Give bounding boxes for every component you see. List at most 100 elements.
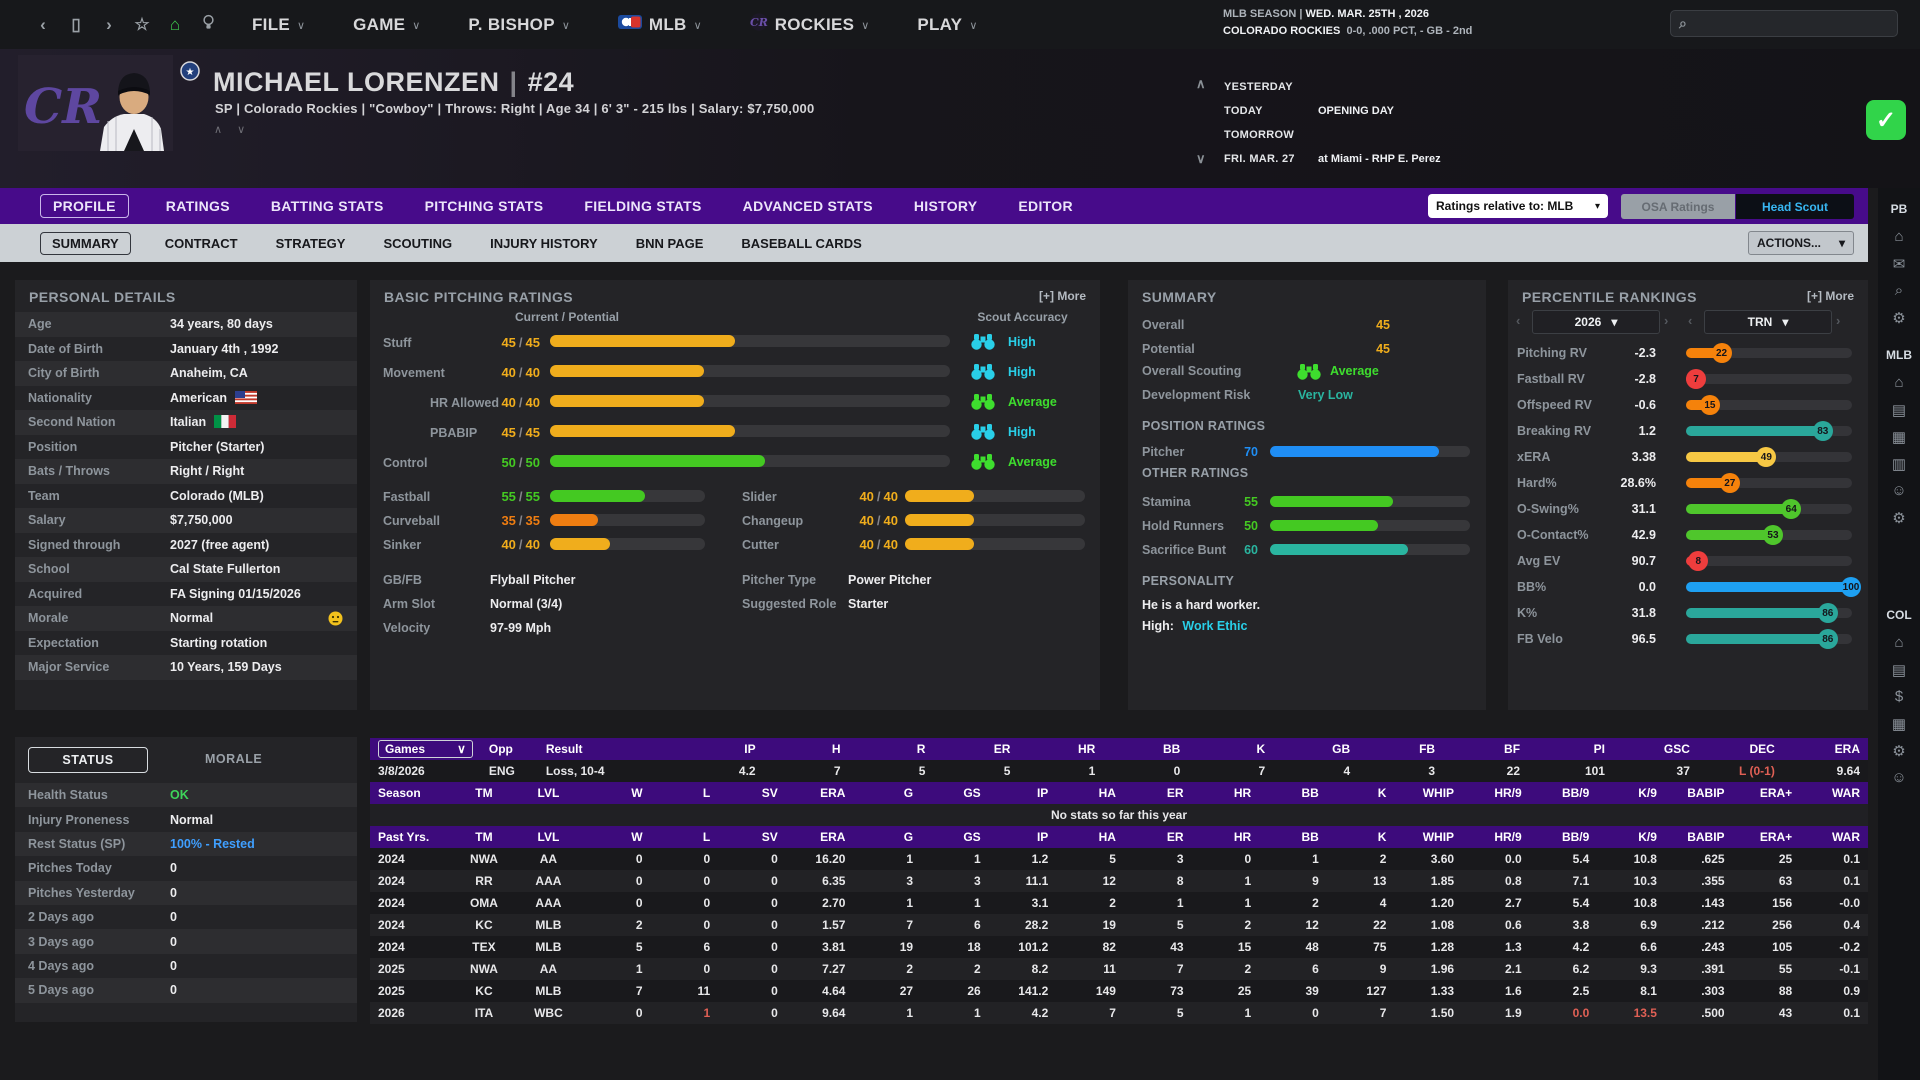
bookmark-star-icon[interactable]: ☆: [134, 14, 150, 34]
column-header[interactable]: BB/9: [1529, 782, 1598, 804]
column-header[interactable]: H: [763, 738, 849, 760]
year-next-icon[interactable]: ›: [1664, 313, 1669, 328]
column-header[interactable]: HR: [1191, 782, 1260, 804]
column-header[interactable]: GB: [1273, 738, 1359, 760]
column-header[interactable]: LVL: [513, 782, 583, 804]
column-header[interactable]: K/9: [1597, 826, 1665, 848]
tab-batting-stats[interactable]: BATTING STATS: [270, 198, 384, 214]
column-header[interactable]: TM: [453, 782, 514, 804]
column-header[interactable]: GS: [921, 826, 989, 848]
column-header[interactable]: HR/9: [1462, 826, 1530, 848]
back-icon[interactable]: ‹: [40, 14, 46, 34]
sidebar-home-icon[interactable]: ⌂: [1894, 228, 1904, 245]
column-header[interactable]: ERA: [785, 826, 854, 848]
scope-prev-icon[interactable]: ‹: [1688, 313, 1693, 328]
column-header[interactable]: ERA+: [1732, 782, 1801, 804]
sidebar-search-icon[interactable]: ⌕: [1894, 282, 1904, 299]
tab-profile[interactable]: PROFILE: [40, 194, 129, 218]
column-header[interactable]: HR: [1018, 738, 1104, 760]
menu-file[interactable]: FILE ∨: [252, 15, 305, 35]
column-header[interactable]: ER: [1123, 826, 1192, 848]
window-icon[interactable]: ▯: [71, 14, 81, 34]
column-header[interactable]: HR: [1191, 826, 1260, 848]
column-header[interactable]: ER: [1123, 782, 1192, 804]
column-header[interactable]: G: [853, 782, 922, 804]
column-header[interactable]: Past Yrs.: [370, 826, 454, 848]
year-selector[interactable]: 2026 ▾: [1532, 310, 1660, 334]
osa-ratings-button[interactable]: OSA Ratings: [1621, 194, 1735, 219]
column-header[interactable]: GSC: [1612, 738, 1698, 760]
search-input[interactable]: ⌕: [1670, 10, 1898, 37]
column-header[interactable]: GS: [921, 782, 989, 804]
sidebar-roster-icon[interactable]: ▤: [1891, 662, 1907, 679]
column-header[interactable]: SV: [718, 826, 786, 848]
column-header[interactable]: L: [650, 782, 719, 804]
subtab-bnn-page[interactable]: BNN PAGE: [635, 235, 704, 251]
column-header[interactable]: SV: [718, 782, 786, 804]
subtab-strategy[interactable]: STRATEGY: [275, 235, 346, 251]
subtab-baseball-cards[interactable]: BASEBALL CARDS: [741, 235, 862, 251]
column-header[interactable]: WHIP: [1394, 782, 1463, 804]
column-header[interactable]: BB: [1103, 738, 1189, 760]
confirm-check-button[interactable]: ✓: [1866, 100, 1906, 140]
column-header[interactable]: HA: [1056, 826, 1124, 848]
column-header[interactable]: TM: [453, 826, 514, 848]
subtab-injury-history[interactable]: INJURY HISTORY: [490, 235, 598, 251]
column-header[interactable]: ERA: [785, 782, 854, 804]
sidebar-standings-icon[interactable]: ▤: [1891, 402, 1907, 419]
sidebar-mail-icon[interactable]: ✉: [1892, 256, 1906, 273]
sidebar-settings-icon[interactable]: ⚙: [1892, 310, 1906, 327]
tab-pitching-stats[interactable]: PITCHING STATS: [424, 198, 544, 214]
column-header[interactable]: LVL: [513, 826, 583, 848]
column-header[interactable]: Games ∨: [370, 738, 481, 760]
subtab-scouting[interactable]: SCOUTING: [383, 235, 453, 251]
column-header[interactable]: PI: [1528, 738, 1613, 760]
tab-ratings[interactable]: RATINGS: [165, 198, 230, 214]
column-header[interactable]: ER: [933, 738, 1019, 760]
personality-high-value[interactable]: Work Ethic: [1182, 619, 1248, 633]
sidebar-schedule-icon[interactable]: ▦: [1891, 429, 1907, 446]
head-scout-button[interactable]: Head Scout: [1736, 194, 1854, 219]
column-header[interactable]: HR/9: [1462, 782, 1530, 804]
column-header[interactable]: W: [582, 782, 651, 804]
ratings-relative-dropdown[interactable]: Ratings relative to: MLB ▾: [1428, 194, 1608, 218]
more-link[interactable]: [+] More: [1038, 289, 1086, 303]
column-header[interactable]: WAR: [1800, 826, 1868, 848]
sidebar-settings-icon[interactable]: ⚙: [1892, 510, 1906, 527]
menu-mlb[interactable]: MLB ∨: [617, 15, 702, 35]
menu-play[interactable]: PLAY ∨: [917, 15, 977, 35]
sidebar-home-icon[interactable]: ⌂: [1894, 634, 1904, 651]
subtab-contract[interactable]: CONTRACT: [164, 235, 238, 251]
column-header[interactable]: ERA: [1782, 738, 1868, 760]
column-header[interactable]: FB: [1358, 738, 1444, 760]
home-icon[interactable]: ⌂: [169, 14, 181, 34]
games-filter-dropdown[interactable]: Games ∨: [378, 740, 473, 758]
menu-rockies[interactable]: CR ROCKIES ∨: [750, 13, 869, 36]
sidebar-home-icon[interactable]: ⌂: [1894, 374, 1904, 391]
column-header[interactable]: K/9: [1597, 782, 1665, 804]
column-header[interactable]: BABIP: [1664, 782, 1733, 804]
column-header[interactable]: WAR: [1800, 782, 1868, 804]
column-header[interactable]: R: [848, 738, 934, 760]
column-header[interactable]: BABIP: [1664, 826, 1733, 848]
column-header[interactable]: WHIP: [1394, 826, 1463, 848]
column-header[interactable]: ERA+: [1732, 826, 1801, 848]
sidebar-lineup-icon[interactable]: ▦: [1891, 716, 1907, 733]
column-header[interactable]: L: [650, 826, 719, 848]
forward-icon[interactable]: ›: [106, 14, 112, 34]
photo-nav-arrows[interactable]: ∧ ∨: [214, 124, 252, 136]
column-header[interactable]: K: [1326, 782, 1395, 804]
column-header[interactable]: HA: [1056, 782, 1124, 804]
player-photo[interactable]: CR: [18, 55, 173, 151]
tab-editor[interactable]: EDITOR: [1018, 198, 1073, 214]
column-header[interactable]: Season: [370, 782, 454, 804]
column-header[interactable]: IP: [988, 826, 1057, 848]
sidebar-player-icon[interactable]: ☺: [1891, 769, 1907, 786]
more-link[interactable]: [+] More: [1806, 289, 1854, 303]
sidebar-players-icon[interactable]: ☺: [1891, 482, 1907, 499]
menu-game[interactable]: GAME ∨: [353, 15, 420, 35]
column-header[interactable]: BB: [1259, 782, 1327, 804]
column-header[interactable]: G: [853, 826, 922, 848]
sidebar-finance-icon[interactable]: $: [1894, 688, 1904, 705]
column-header[interactable]: K: [1188, 738, 1274, 760]
